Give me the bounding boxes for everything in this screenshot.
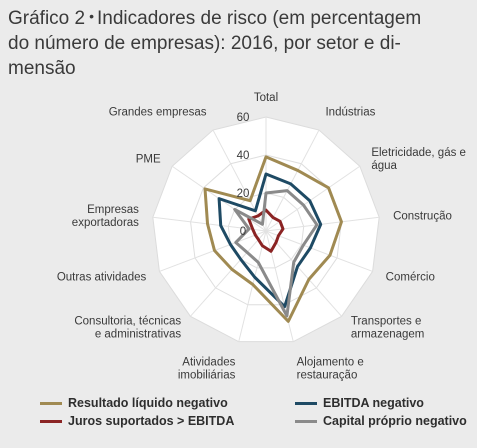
- chart-title: Gráfico 2 • Indicadores de risco (em perce…: [8, 4, 473, 81]
- figure-label: Gráfico 2: [8, 8, 86, 29]
- grid-spoke: [190, 230, 267, 317]
- legend-label: Juros suportados > EBITDA: [68, 414, 235, 428]
- legend-swatch: [295, 401, 317, 405]
- axis-label: Grandes empresas: [109, 107, 207, 119]
- tick-label: 20: [237, 188, 250, 200]
- radar-chart: 0 20 40 60 Total Indústrias Eletricidade, gás…: [57, 92, 466, 381]
- axis-label: Alojamento e restauração: [297, 356, 364, 381]
- tick-label: 40: [237, 150, 250, 162]
- legend-swatch: [295, 419, 317, 423]
- grid-spoke: [265, 216, 380, 232]
- radar-ticks: 0 20 40 60: [237, 112, 250, 238]
- axis-label: Indústrias: [325, 107, 375, 119]
- title-line-2: do número de empresas): 2016, por setor …: [8, 33, 401, 54]
- grid-spoke: [238, 230, 267, 342]
- legend-label: Capital próprio negativo: [323, 414, 467, 428]
- grid-spoke: [265, 165, 361, 232]
- axis-label: Transportes e armazenagem: [351, 315, 425, 340]
- legend: Resultado líquido negativo EBITDA negati…: [0, 384, 477, 448]
- series-line-1: [217, 172, 323, 309]
- grid-ring: [227, 192, 305, 269]
- title-line-3: mensão: [8, 58, 76, 79]
- legend-swatch: [40, 419, 62, 423]
- axis-label: Eletricidade, gás e água: [371, 147, 466, 172]
- legend-item-resultado: Resultado líquido negativo: [40, 396, 228, 410]
- axis-label: Empresas exportadoras: [72, 204, 139, 229]
- series-line-0: [203, 155, 343, 323]
- grid-spoke: [212, 129, 267, 232]
- title-bullet: •: [89, 8, 94, 24]
- radar-grid: [152, 116, 380, 343]
- legend-swatch: [40, 401, 62, 405]
- axis-label: Construção: [393, 211, 452, 223]
- legend-item-ebitda: EBITDA negativo: [295, 396, 424, 410]
- series-line-3: [233, 189, 319, 318]
- radar-series: [203, 155, 343, 323]
- axis-label: Consultoria, técnicas e administrativas: [74, 315, 181, 340]
- tick-label: 0: [240, 226, 246, 238]
- axis-label: PME: [136, 153, 161, 165]
- radar-axis-labels: Total Indústrias Eletricidade, gás e água Co…: [57, 92, 466, 381]
- legend-item-juros: Juros suportados > EBITDA: [40, 414, 234, 428]
- axis-label: Atividades imobiliárias: [178, 356, 236, 381]
- grid-spoke: [159, 230, 267, 272]
- legend-label: Resultado líquido negativo: [68, 396, 228, 410]
- grid-spoke: [265, 230, 342, 317]
- title-line-1: Indicadores de risco (em percentagem: [97, 8, 422, 29]
- axis-label: Total: [254, 92, 278, 104]
- series-line-2: [247, 208, 285, 253]
- grid-spoke: [265, 129, 320, 232]
- grid-spoke: [265, 230, 373, 272]
- legend-item-capital: Capital próprio negativo: [295, 414, 467, 428]
- axis-label: Outras atividades: [57, 271, 147, 283]
- legend-label: EBITDA negativo: [323, 396, 424, 410]
- axis-label: Comércio: [386, 271, 435, 283]
- tick-label: 60: [237, 112, 250, 124]
